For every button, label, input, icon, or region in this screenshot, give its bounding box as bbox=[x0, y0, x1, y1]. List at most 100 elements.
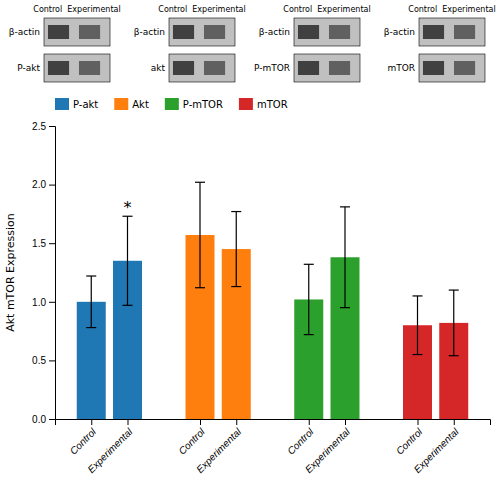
error-bar-cap bbox=[304, 334, 314, 335]
blot-lane bbox=[294, 54, 360, 82]
x-tick-label: Control bbox=[68, 426, 99, 457]
legend-label: P-mTOR bbox=[183, 99, 223, 110]
x-tick: Control bbox=[68, 419, 99, 457]
blot-lane bbox=[44, 18, 110, 46]
error-bar-cap bbox=[86, 327, 96, 328]
error-bar bbox=[340, 207, 350, 308]
error-bar-stem bbox=[344, 207, 345, 308]
blot-panel: Control Experimental β-actin mTOR bbox=[384, 5, 496, 82]
x-tick-label: Control bbox=[176, 426, 207, 457]
x-tick: Experimental bbox=[303, 419, 353, 475]
blot-band bbox=[173, 25, 194, 39]
error-bar-cap bbox=[449, 289, 459, 290]
blot-panel: Control Experimentalβ-actinP-mTOR bbox=[254, 5, 371, 82]
error-bar-cap bbox=[195, 182, 205, 183]
error-bar-stem bbox=[127, 216, 128, 305]
x-tick-mark bbox=[128, 419, 129, 425]
error-bar-stem bbox=[453, 290, 454, 356]
x-tick-mark bbox=[454, 419, 455, 425]
error-bar-stem bbox=[199, 182, 200, 287]
error-bar-stem bbox=[308, 264, 309, 334]
x-tick: Control bbox=[285, 419, 316, 457]
blot-row-label: P-akt bbox=[17, 63, 40, 73]
error-bar bbox=[195, 182, 205, 287]
x-tick-mark bbox=[345, 419, 346, 425]
legend-swatch bbox=[165, 98, 179, 110]
error-bar-stem bbox=[91, 276, 92, 328]
blot-lane bbox=[419, 54, 485, 82]
error-bar-cap bbox=[86, 275, 96, 276]
blot-band bbox=[298, 25, 319, 39]
error-bar bbox=[86, 276, 96, 328]
error-bar-cap bbox=[449, 355, 459, 356]
legend-swatch bbox=[239, 98, 253, 110]
x-tick-mark bbox=[91, 419, 92, 425]
y-tick-mark bbox=[49, 360, 55, 361]
y-tick-mark bbox=[49, 243, 55, 244]
blot-band bbox=[423, 25, 444, 39]
blot-row-label: β-actin bbox=[259, 27, 290, 37]
error-bar-cap bbox=[340, 307, 350, 308]
x-tick: Control bbox=[394, 419, 425, 457]
blot-row-label: β-actin bbox=[384, 27, 415, 37]
x-axis-line bbox=[56, 420, 491, 426]
blot-band bbox=[329, 61, 350, 75]
blot-row-label: akt bbox=[151, 63, 166, 73]
error-bar-cap bbox=[413, 295, 423, 296]
legend-item: mTOR bbox=[239, 98, 288, 110]
blot-band bbox=[173, 61, 194, 75]
y-tick: 0.5 bbox=[32, 355, 55, 366]
blot-row-label: mTOR bbox=[387, 63, 415, 73]
x-axis: ControlExperimentalControlExperimentalCo… bbox=[56, 419, 491, 475]
y-axis-line bbox=[49, 127, 56, 420]
blot-band bbox=[48, 25, 69, 39]
blot: Control Experimental β-actin P-akt Control … bbox=[9, 5, 496, 82]
legend-item: Akt bbox=[114, 98, 149, 110]
error-bar-stem bbox=[417, 296, 418, 355]
blot-row-label: β-actin bbox=[134, 27, 165, 37]
legend-label: P-akt bbox=[73, 99, 98, 110]
blot-panel: Control Experimental β-actin akt bbox=[134, 5, 246, 82]
y-tick-label: 1.0 bbox=[32, 297, 46, 308]
x-tick: Experimental bbox=[194, 419, 244, 475]
blot-row-label: β-actin bbox=[9, 27, 40, 37]
blot-header: Control Experimental bbox=[408, 5, 495, 14]
x-tick-mark bbox=[236, 419, 237, 425]
legend-swatch bbox=[55, 98, 69, 110]
blot-header: Control Experimental bbox=[158, 5, 245, 14]
blot-band bbox=[454, 61, 475, 75]
y-tick-label: 1.5 bbox=[32, 238, 46, 249]
error-bar-stem bbox=[236, 212, 237, 287]
error-bar bbox=[413, 296, 423, 355]
error-bar-cap bbox=[231, 286, 241, 287]
y-tick: 1.5 bbox=[32, 238, 55, 249]
x-tick-mark bbox=[418, 419, 419, 425]
error-bar-cap bbox=[304, 264, 314, 265]
y-tick: 2.5 bbox=[32, 121, 55, 132]
x-tick-label: Experimental bbox=[194, 426, 244, 476]
y-tick-mark bbox=[49, 126, 55, 127]
y-tick-label: 0.0 bbox=[32, 414, 46, 425]
x-tick-label: Control bbox=[285, 426, 316, 457]
error-bar bbox=[123, 216, 133, 305]
blot-band bbox=[79, 25, 100, 39]
legend-swatch bbox=[114, 98, 128, 110]
x-tick-label: Experimental bbox=[412, 426, 462, 476]
x-tick-mark bbox=[200, 419, 201, 425]
blot-band bbox=[48, 61, 69, 75]
x-tick: Experimental bbox=[85, 419, 135, 475]
error-bar bbox=[304, 264, 314, 334]
y-tick: 1.0 bbox=[32, 297, 55, 308]
x-tick-label: Experimental bbox=[85, 426, 135, 476]
y-tick-label: 0.5 bbox=[32, 355, 46, 366]
blot-lane bbox=[169, 18, 235, 46]
error-bar-cap bbox=[195, 287, 205, 288]
blot-lane bbox=[44, 54, 110, 82]
blot-lane bbox=[294, 18, 360, 46]
legend-item: P-akt bbox=[55, 98, 98, 110]
legend: P-akt Akt P-mTOR mTOR bbox=[55, 98, 288, 110]
blot-band bbox=[329, 25, 350, 39]
plot-marks bbox=[77, 182, 469, 419]
error-bar-cap bbox=[413, 354, 423, 355]
blot-header: Control Experimental bbox=[33, 5, 120, 14]
